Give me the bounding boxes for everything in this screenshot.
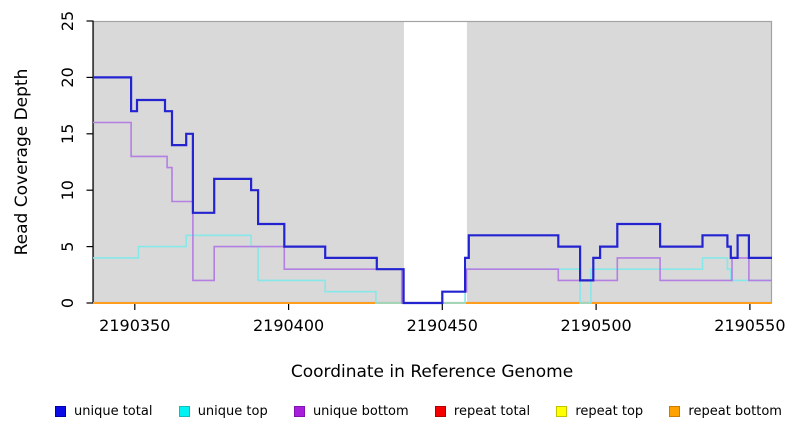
legend-item-unique-bottom: unique bottom bbox=[293, 403, 409, 419]
legend: unique total unique top unique bottom re… bbox=[55, 399, 782, 423]
legend-item-repeat-bottom: repeat bottom bbox=[669, 404, 782, 419]
legend-label-repeat-bottom: repeat bottom bbox=[688, 403, 782, 419]
legend-label-unique-bottom: unique bottom bbox=[312, 403, 409, 419]
legend-swatch-repeat-total-icon bbox=[434, 405, 446, 417]
y-tick-label: 20 bbox=[58, 67, 77, 87]
legend-label-repeat-total: repeat total bbox=[453, 403, 531, 419]
legend-label-repeat-top: repeat top bbox=[575, 403, 644, 419]
legend-swatch-unique-top-icon bbox=[178, 405, 190, 417]
x-tick-label: 2190450 bbox=[407, 316, 478, 335]
y-axis-label: Read Coverage Depth bbox=[12, 69, 32, 256]
y-tick-label: 5 bbox=[58, 242, 77, 252]
legend-swatch-unique-total-icon bbox=[55, 405, 66, 417]
legend-swatch-repeat-top-icon bbox=[556, 405, 568, 417]
legend-label-unique-total: unique total bbox=[74, 403, 153, 419]
x-axis-label: Coordinate in Reference Genome bbox=[291, 362, 573, 382]
y-tick-label: 10 bbox=[58, 180, 77, 200]
y-tick-label: 15 bbox=[58, 124, 77, 144]
x-tick-label: 2190500 bbox=[560, 316, 631, 335]
legend-item-repeat-total: repeat total bbox=[434, 403, 531, 419]
plot-area: 2190350 2190400 2190450 2190500 2190550 0 5 10 1… bbox=[58, 11, 786, 335]
x-tick-label: 2190400 bbox=[253, 316, 324, 335]
legend-item-unique-top: unique top bbox=[178, 403, 268, 419]
y-tick-label: 0 bbox=[58, 298, 77, 308]
legend-item-unique-total: unique total bbox=[55, 404, 152, 419]
legend-item-repeat-top: repeat top bbox=[556, 404, 643, 419]
series-line-unique-total bbox=[93, 76, 772, 305]
legend-swatch-unique-bottom-icon bbox=[293, 405, 305, 417]
x-tick-label: 2190550 bbox=[714, 316, 785, 335]
legend-swatch-repeat-bottom-icon bbox=[669, 405, 681, 417]
y-tick-label: 25 bbox=[58, 11, 77, 31]
legend-label-unique-top: unique top bbox=[197, 403, 268, 419]
x-tick-label: 2190350 bbox=[99, 316, 170, 335]
highlight-band bbox=[403, 22, 467, 303]
